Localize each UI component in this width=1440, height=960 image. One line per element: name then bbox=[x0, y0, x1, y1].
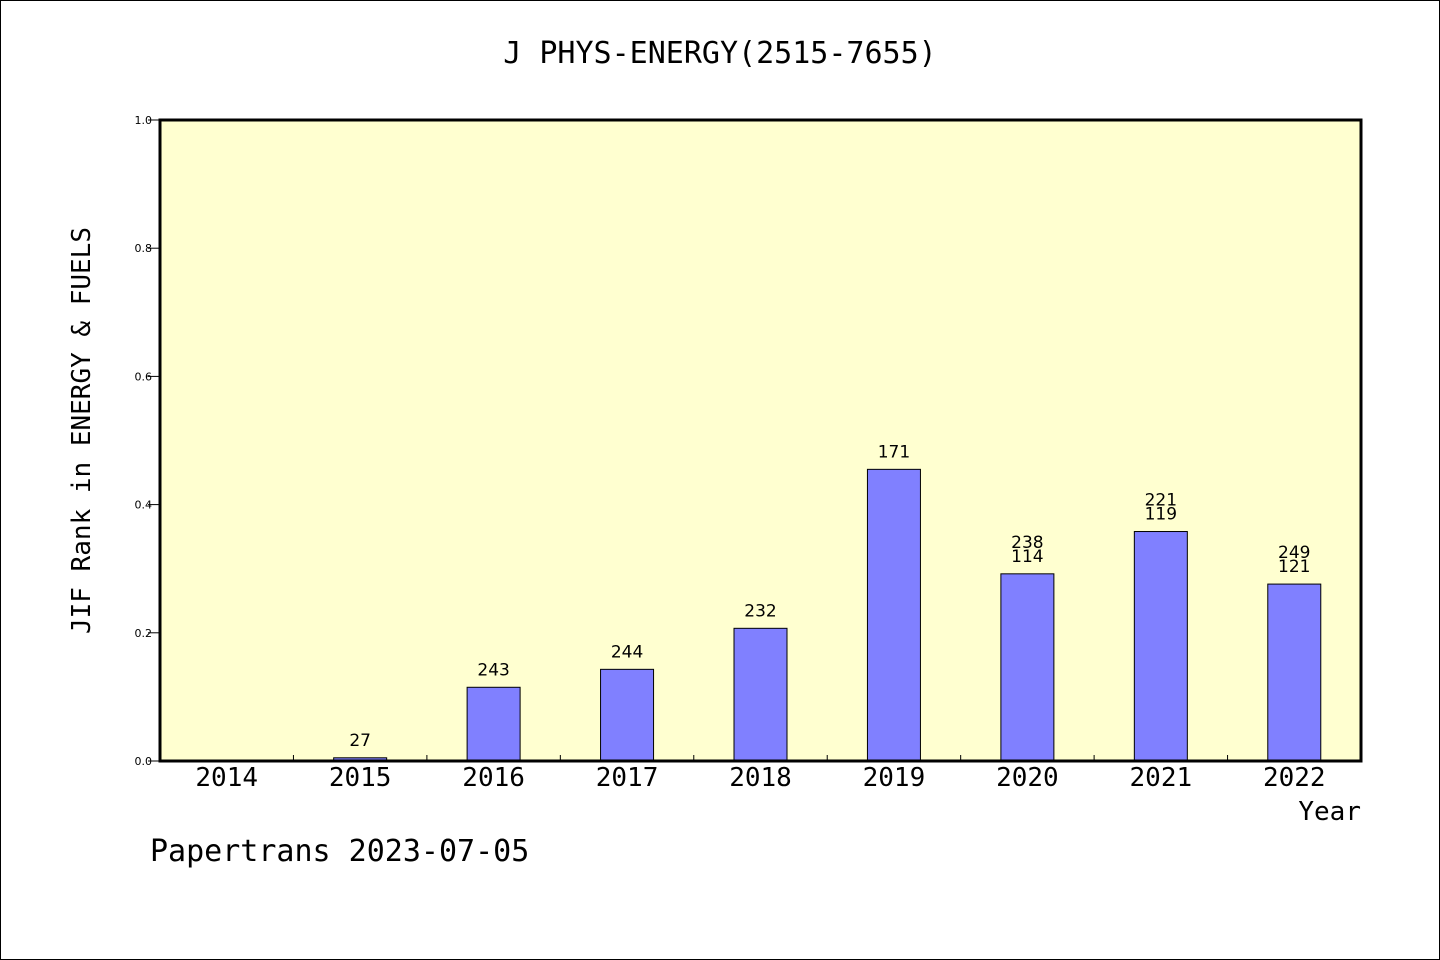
bar-label-2019-0: 171 bbox=[878, 442, 910, 462]
bar-2019 bbox=[866, 468, 921, 762]
bar-label-2018-0: 232 bbox=[744, 601, 776, 621]
bar-2018 bbox=[733, 627, 788, 762]
x-tick-label-2017: 2017 bbox=[596, 763, 659, 793]
plot-border bbox=[158, 118, 1363, 763]
bar-label-2020-0: 238 bbox=[1011, 533, 1043, 553]
x-tick-label-2022: 2022 bbox=[1263, 763, 1326, 793]
bar-label-2020-1: 114 bbox=[1011, 547, 1043, 567]
y-tick-label-4: 0.8 bbox=[135, 242, 153, 255]
y-tick-label-0: 0.0 bbox=[135, 755, 153, 768]
bar-label-2021-0: 221 bbox=[1145, 491, 1177, 511]
y-tick-label-1: 0.2 bbox=[135, 627, 153, 640]
bar-2021 bbox=[1133, 531, 1188, 762]
bar-2020 bbox=[1000, 573, 1055, 762]
bar-label-2015-0: 27 bbox=[349, 731, 371, 751]
x-axis-label: Year bbox=[1298, 797, 1361, 827]
bar-label-2022-1: 121 bbox=[1278, 557, 1310, 577]
y-tick-label-2: 0.4 bbox=[135, 499, 153, 512]
x-tick-label-2015: 2015 bbox=[329, 763, 392, 793]
bar-2016 bbox=[466, 686, 521, 762]
bar-2022 bbox=[1267, 583, 1322, 762]
x-tick-label-2020: 2020 bbox=[996, 763, 1059, 793]
y-tick-label-3: 0.6 bbox=[135, 370, 153, 383]
y-tick-label-5: 1.0 bbox=[135, 114, 153, 127]
bar-2017 bbox=[600, 668, 655, 762]
bar-label-2021-1: 119 bbox=[1145, 505, 1177, 525]
bar-label-2016-0: 243 bbox=[477, 660, 509, 680]
bar-label-2017-0: 244 bbox=[611, 642, 643, 662]
y-axis-label: JIF Rank in ENERGY & FUELS bbox=[67, 227, 97, 634]
x-tick-label-2018: 2018 bbox=[729, 763, 792, 793]
bar-label-2022-0: 249 bbox=[1278, 543, 1310, 563]
footer-credit: Papertrans 2023-07-05 bbox=[150, 834, 530, 869]
x-tick-label-2016: 2016 bbox=[462, 763, 525, 793]
chart-title: J PHYS-ENERGY(2515-7655) bbox=[503, 36, 937, 71]
x-tick-label-2014: 2014 bbox=[195, 763, 258, 793]
x-tick-label-2021: 2021 bbox=[1130, 763, 1193, 793]
x-tick-label-2019: 2019 bbox=[863, 763, 926, 793]
